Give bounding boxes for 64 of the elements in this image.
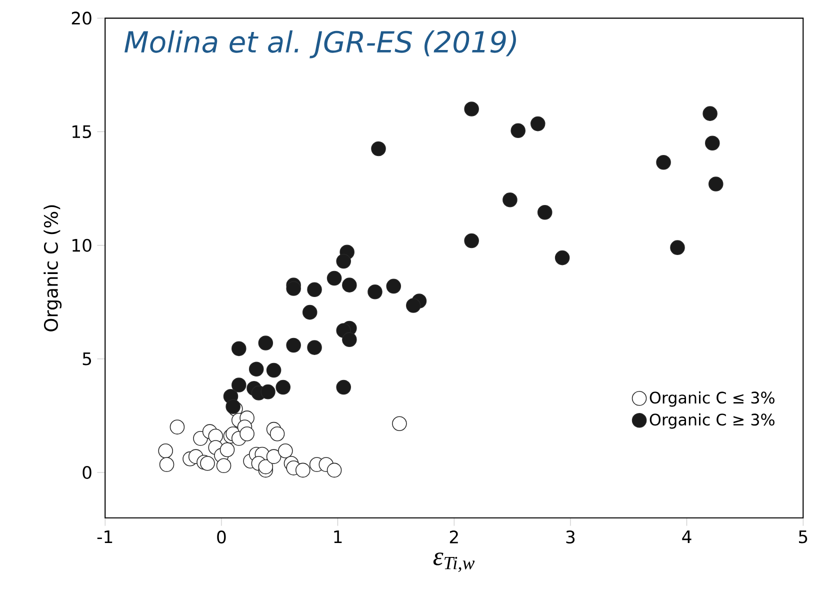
point — [326, 270, 342, 286]
point — [530, 116, 546, 132]
point — [240, 426, 254, 442]
point — [170, 420, 185, 435]
point — [307, 282, 322, 298]
x-axis-title: ε$_{Ti,w}$ — [433, 552, 475, 572]
point — [270, 426, 285, 442]
point — [286, 338, 301, 353]
point — [266, 362, 282, 378]
point — [708, 176, 724, 192]
x-tick-label: -1 — [97, 530, 112, 544]
point — [216, 458, 232, 474]
point — [258, 336, 274, 350]
point — [326, 462, 342, 478]
point — [159, 457, 174, 472]
point — [464, 102, 479, 117]
point — [302, 305, 318, 320]
point — [510, 123, 526, 138]
x-tick-label: 0 — [217, 530, 226, 544]
annotation: Molina et al. JGR-ES (2019) — [124, 30, 516, 58]
y-tick-label: 0 — [82, 466, 92, 480]
point — [266, 449, 282, 464]
point — [670, 240, 685, 256]
x-tick-label: 4 — [682, 530, 692, 544]
y-tick-label: 20 — [72, 12, 92, 25]
y-axis-title: Organic C (%) — [44, 205, 62, 332]
point — [406, 298, 421, 314]
point — [702, 106, 718, 122]
point — [342, 278, 357, 293]
point — [554, 250, 570, 266]
legend-label: Organic C ≤ 3% — [650, 391, 774, 407]
point — [200, 456, 215, 471]
x-tick-label: 5 — [798, 530, 808, 544]
point — [220, 442, 235, 458]
point — [502, 192, 518, 208]
point — [231, 341, 246, 356]
y-tick-label: 15 — [72, 125, 91, 138]
point — [307, 340, 322, 356]
point — [368, 284, 382, 300]
point — [342, 332, 357, 348]
point — [392, 416, 407, 432]
point — [258, 459, 274, 474]
point — [537, 205, 552, 220]
point — [704, 136, 720, 151]
x-tick-label: 1 — [334, 530, 342, 544]
point — [656, 155, 671, 170]
legend-label: Organic C ≥ 3% — [650, 413, 774, 429]
y-tick-label: 10 — [72, 238, 92, 252]
point — [295, 462, 310, 478]
point — [278, 444, 293, 458]
point — [248, 362, 264, 377]
point — [336, 254, 352, 269]
y-tick-label: 5 — [82, 352, 92, 366]
point — [260, 384, 276, 400]
point — [158, 444, 174, 458]
point — [286, 281, 301, 296]
point — [336, 380, 352, 395]
point — [386, 278, 402, 294]
point — [371, 141, 386, 156]
x-tick-label: 2 — [450, 530, 458, 544]
x-tick-label: 3 — [566, 530, 575, 544]
point — [231, 378, 246, 393]
point — [464, 233, 479, 248]
point — [276, 380, 291, 395]
